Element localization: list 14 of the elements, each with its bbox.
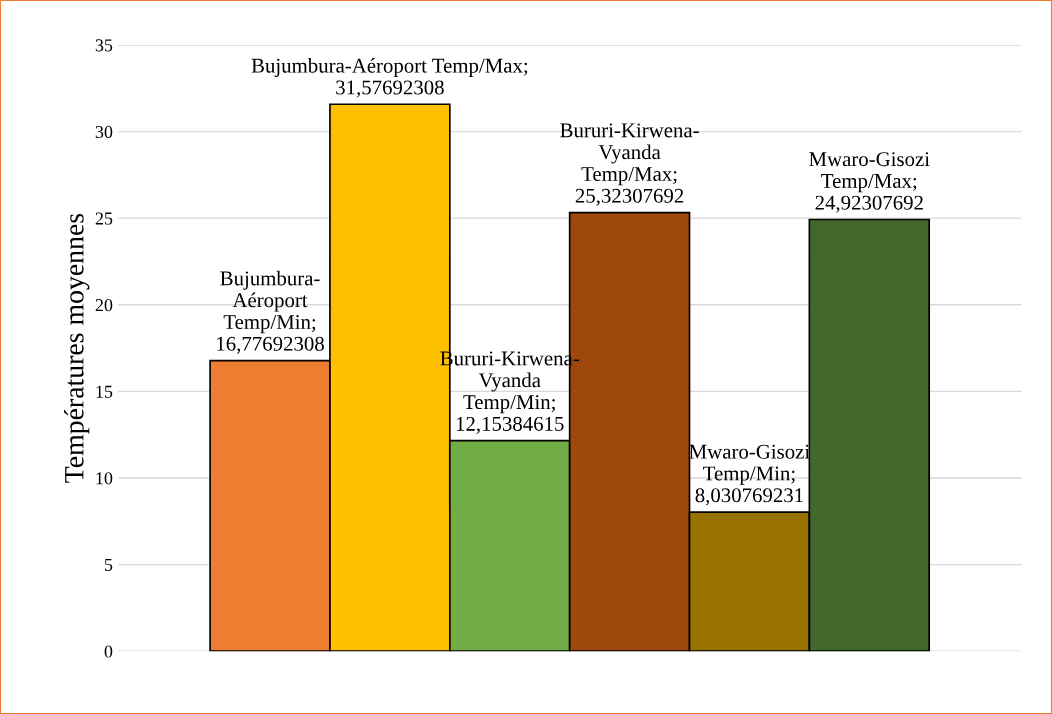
data-label: Bururi-Kirwena- Vyanda Temp/Max; 25,32307692	[560, 123, 699, 206]
y-tick-label: 30	[95, 125, 113, 139]
y-tick-label: 10	[96, 472, 113, 485]
y-tick-label: 35	[95, 39, 113, 52]
y-axis-title: Températures moyennes	[64, 213, 90, 483]
y-tick-label: 0	[104, 645, 113, 658]
y-tick-label: 5	[104, 559, 113, 572]
data-label: Mwaro-Gisozi Temp/Max; 24,92307692	[809, 152, 930, 213]
data-label: Bujumbura-Aéroport Temp/Max; 31,57692308	[251, 58, 528, 98]
y-tick-label: 25	[95, 212, 113, 225]
y-tick-label: 15	[96, 385, 113, 398]
data-label: Mwaro-Gisozi Temp/Min; 8,030769231	[689, 444, 810, 506]
y-tick-label: 20	[95, 299, 113, 312]
data-label: Bujumbura- Aéroport Temp/Min; 16,77692308	[217, 270, 324, 354]
